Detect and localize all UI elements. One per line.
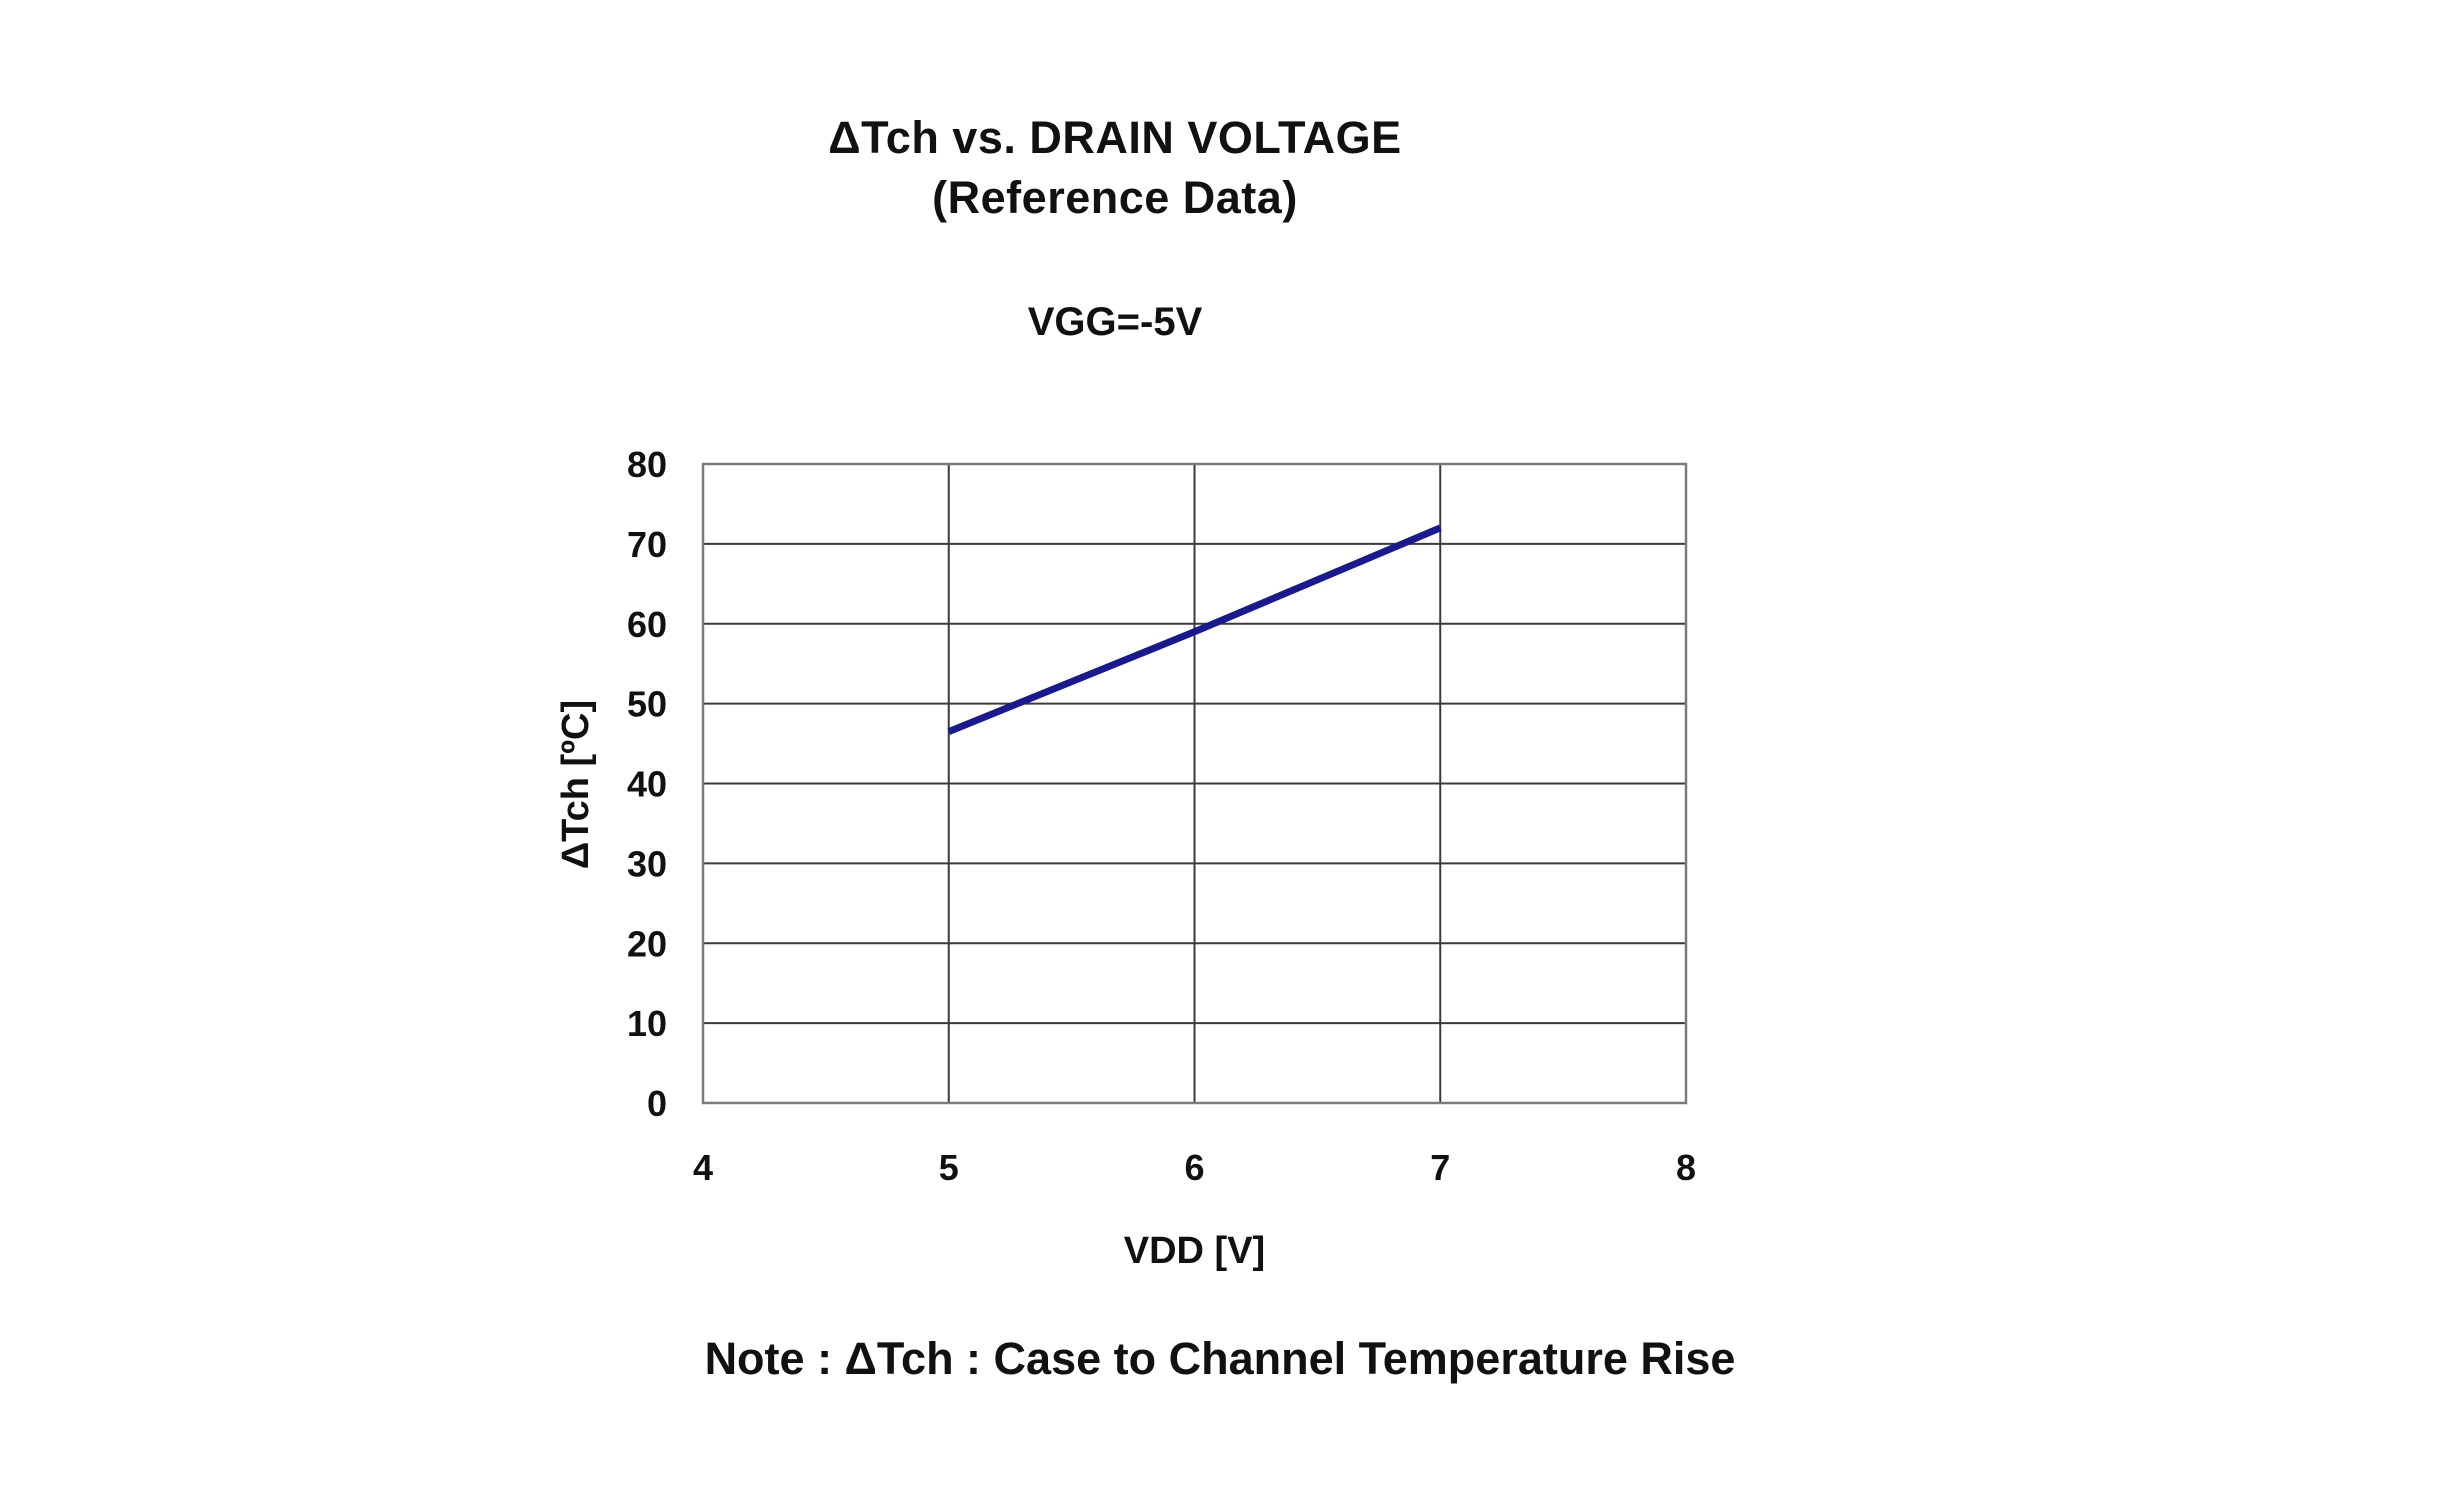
series-line	[947, 524, 1442, 735]
x-axis-label: VDD [V]	[1124, 1230, 1265, 1272]
y-tick-label: 50	[627, 684, 667, 725]
y-tick-label: 20	[627, 923, 667, 964]
y-tick-label: 0	[647, 1083, 667, 1124]
footnote: Note : ΔTch : Case to Channel Temperatur…	[704, 1333, 1736, 1384]
x-tick-label: 6	[1184, 1147, 1204, 1188]
series-layer	[947, 524, 1442, 735]
grid-lines	[703, 464, 1686, 1103]
y-tick-label: 70	[627, 524, 667, 565]
y-tick-label: 30	[627, 843, 667, 884]
y-tick-label: 40	[627, 764, 667, 805]
y-axis-ticks: 0 10 20 30 40 50 60 70 80	[627, 444, 667, 1124]
y-tick-label: 60	[627, 604, 667, 645]
chart-title: ΔTch vs. DRAIN VOLTAGE	[828, 112, 1402, 163]
x-tick-label: 8	[1676, 1147, 1696, 1188]
bias-condition-label: VGG=-5V	[1027, 300, 1203, 344]
plot-area	[701, 462, 1688, 1105]
x-tick-label: 7	[1430, 1147, 1450, 1188]
x-tick-label: 4	[693, 1147, 713, 1188]
x-axis-ticks: 4 5 6 7 8	[693, 1147, 1696, 1188]
y-tick-label: 80	[627, 444, 667, 485]
x-tick-label: 5	[939, 1147, 959, 1188]
y-tick-label: 10	[627, 1003, 667, 1044]
y-axis-label: ΔTch [ºC]	[555, 700, 597, 869]
chart-subtitle: (Reference Data)	[932, 172, 1298, 223]
